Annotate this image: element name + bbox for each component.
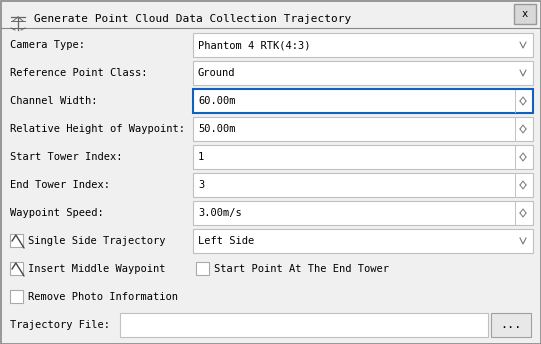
Text: 50.00m: 50.00m <box>198 124 235 134</box>
Bar <box>193 33 533 57</box>
Text: Generate Point Cloud Data Collection Trajectory: Generate Point Cloud Data Collection Tra… <box>34 14 351 24</box>
Text: Ground: Ground <box>198 68 235 78</box>
Text: Remove Photo Information: Remove Photo Information <box>28 292 178 302</box>
Bar <box>193 61 533 85</box>
Bar <box>514 4 536 24</box>
Text: Camera Type:: Camera Type: <box>10 40 85 50</box>
Text: Relative Height of Waypoint:: Relative Height of Waypoint: <box>10 124 185 134</box>
Bar <box>193 89 533 113</box>
Text: Trajectory File:: Trajectory File: <box>10 320 110 330</box>
Bar <box>491 313 531 337</box>
Bar <box>196 262 209 275</box>
Text: Start Tower Index:: Start Tower Index: <box>10 152 122 162</box>
Bar <box>193 201 533 225</box>
Text: Channel Width:: Channel Width: <box>10 96 97 106</box>
Text: Single Side Trajectory: Single Side Trajectory <box>28 236 166 246</box>
Bar <box>193 145 533 169</box>
Text: Left Side: Left Side <box>198 236 254 246</box>
Text: x: x <box>522 9 528 19</box>
Bar <box>120 313 488 337</box>
Text: Phantom 4 RTK(4:3): Phantom 4 RTK(4:3) <box>198 40 311 50</box>
Text: 60.00m: 60.00m <box>198 96 235 106</box>
Text: End Tower Index:: End Tower Index: <box>10 180 110 190</box>
Text: Reference Point Class:: Reference Point Class: <box>10 68 148 78</box>
Bar <box>193 229 533 253</box>
Bar <box>193 117 533 141</box>
Text: Insert Middle Waypoint: Insert Middle Waypoint <box>28 264 166 274</box>
Text: 1: 1 <box>198 152 204 162</box>
Text: 3.00m/s: 3.00m/s <box>198 208 242 218</box>
Text: Waypoint Speed:: Waypoint Speed: <box>10 208 104 218</box>
Bar <box>10 262 23 275</box>
Text: Start Point At The End Tower: Start Point At The End Tower <box>214 264 389 274</box>
Text: 3: 3 <box>198 180 204 190</box>
Bar <box>193 173 533 197</box>
Bar <box>10 290 23 303</box>
Text: ...: ... <box>500 319 522 332</box>
Bar <box>10 234 23 247</box>
